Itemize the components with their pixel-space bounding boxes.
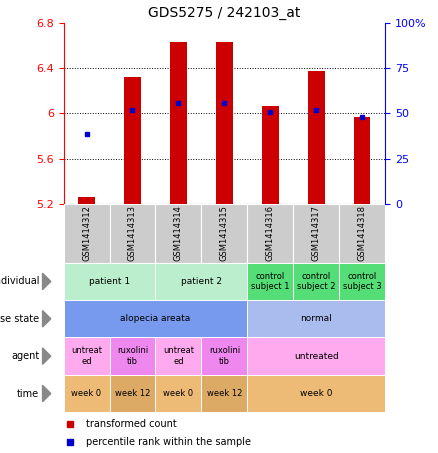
Bar	[64, 204, 110, 263]
Bar	[216, 42, 233, 204]
Text: percentile rank within the sample: percentile rank within the sample	[86, 437, 251, 447]
Text: untreat
ed: untreat ed	[71, 347, 102, 366]
Text: patient 1: patient 1	[89, 277, 130, 286]
Text: disease state: disease state	[0, 314, 39, 324]
Text: control
subject 2: control subject 2	[297, 272, 336, 291]
Polygon shape	[42, 348, 51, 364]
Bar	[170, 42, 187, 204]
Bar	[64, 337, 110, 375]
Text: transformed count: transformed count	[86, 419, 177, 429]
Text: untreated: untreated	[294, 352, 339, 361]
Bar	[262, 106, 279, 204]
Text: agent: agent	[11, 351, 39, 361]
Text: GSM1414312: GSM1414312	[82, 205, 91, 261]
Text: week 0: week 0	[300, 389, 333, 398]
Text: untreat
ed: untreat ed	[163, 347, 194, 366]
Bar	[201, 204, 247, 263]
Text: ruxolini
tib: ruxolini tib	[209, 347, 240, 366]
Text: GSM1414318: GSM1414318	[358, 205, 367, 261]
Text: normal: normal	[300, 314, 332, 323]
Bar	[293, 204, 339, 263]
Text: week 12: week 12	[207, 389, 242, 398]
Bar	[247, 337, 385, 375]
Bar	[64, 375, 110, 412]
Bar	[339, 204, 385, 263]
Text: GSM1414313: GSM1414313	[128, 205, 137, 261]
Text: week 0: week 0	[163, 389, 194, 398]
Bar	[247, 300, 385, 337]
Bar	[247, 263, 293, 300]
Bar	[339, 263, 385, 300]
Bar	[155, 204, 201, 263]
Text: week 0: week 0	[71, 389, 102, 398]
Bar	[110, 204, 155, 263]
Bar	[110, 375, 155, 412]
Bar	[155, 263, 247, 300]
Bar	[155, 375, 201, 412]
Text: week 12: week 12	[115, 389, 150, 398]
Polygon shape	[42, 311, 51, 327]
Polygon shape	[42, 386, 51, 402]
Text: GSM1414314: GSM1414314	[174, 205, 183, 261]
Text: individual: individual	[0, 276, 39, 286]
Polygon shape	[42, 273, 51, 289]
Text: control
subject 1: control subject 1	[251, 272, 290, 291]
Bar	[64, 300, 247, 337]
Bar	[155, 337, 201, 375]
Bar	[201, 375, 247, 412]
Text: patient 2: patient 2	[181, 277, 222, 286]
Title: GDS5275 / 242103_at: GDS5275 / 242103_at	[148, 6, 300, 20]
Bar	[64, 263, 155, 300]
Bar	[201, 337, 247, 375]
Text: control
subject 3: control subject 3	[343, 272, 382, 291]
Text: GSM1414316: GSM1414316	[266, 205, 275, 261]
Text: alopecia areata: alopecia areata	[120, 314, 191, 323]
Text: time: time	[17, 389, 39, 399]
Text: GSM1414317: GSM1414317	[312, 205, 321, 261]
Bar	[110, 337, 155, 375]
Bar	[247, 375, 385, 412]
Text: ruxolini
tib: ruxolini tib	[117, 347, 148, 366]
Text: GSM1414315: GSM1414315	[220, 205, 229, 261]
Bar	[247, 204, 293, 263]
Bar	[293, 263, 339, 300]
Bar	[308, 72, 325, 204]
Bar	[78, 197, 95, 204]
Bar	[354, 117, 371, 204]
Bar	[124, 77, 141, 204]
